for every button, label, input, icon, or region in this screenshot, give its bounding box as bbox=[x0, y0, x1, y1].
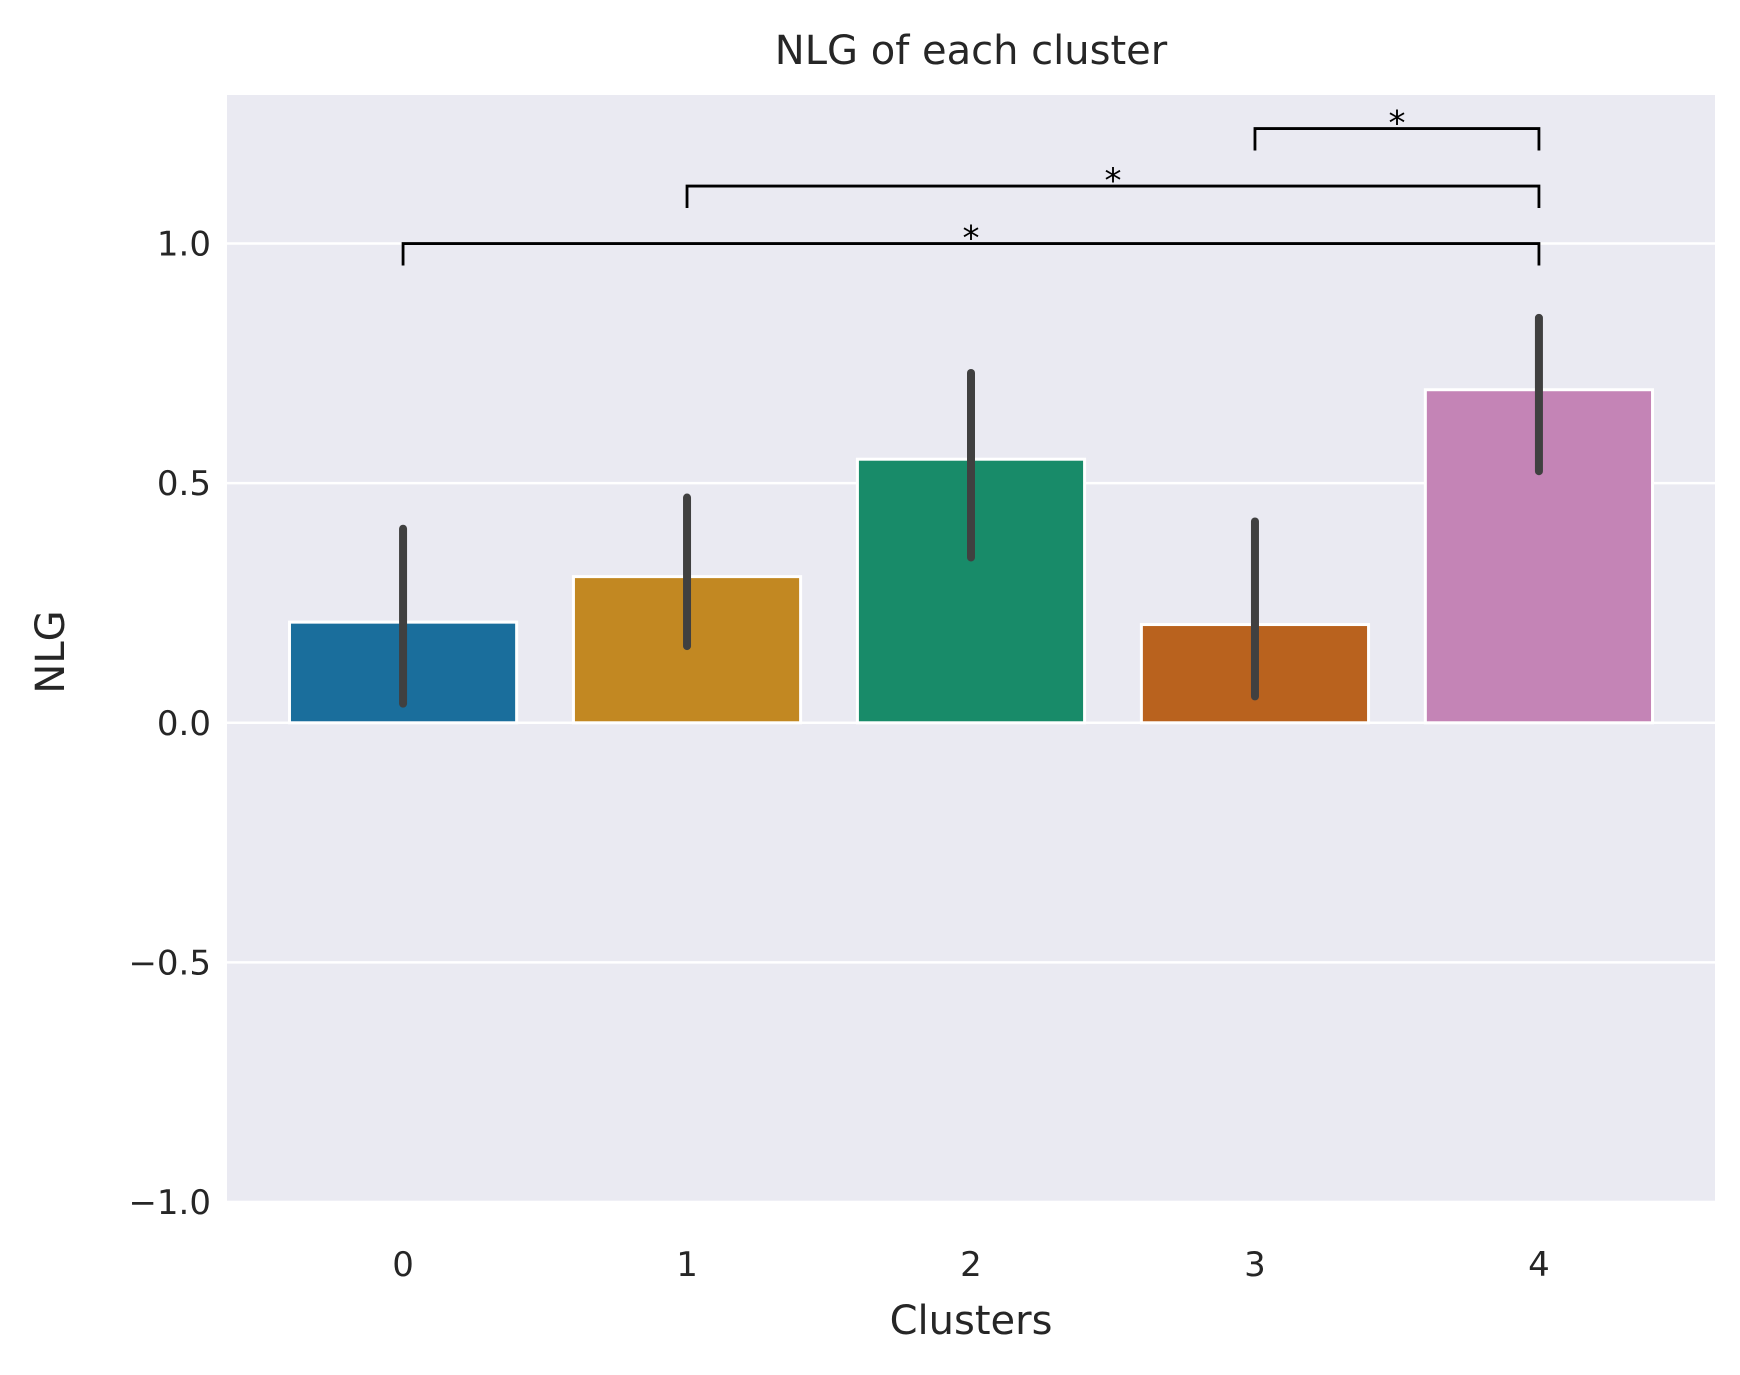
significance-layer: * * * bbox=[401, 104, 1541, 266]
significance-bracket bbox=[401, 242, 1541, 266]
significance-label: * bbox=[1104, 161, 1121, 201]
x-tick-label: 4 bbox=[1528, 1245, 1550, 1285]
y-axis-label: NLG bbox=[28, 610, 74, 693]
significance-label: * bbox=[1388, 104, 1405, 144]
significance-label: * bbox=[963, 219, 980, 259]
x-axis-label: Clusters bbox=[890, 1298, 1053, 1344]
x-tick-label: 0 bbox=[392, 1245, 414, 1285]
chart-title: NLG of each cluster bbox=[775, 28, 1168, 74]
y-tick-label: 0.5 bbox=[157, 464, 211, 504]
error-bars-layer bbox=[399, 313, 1543, 708]
y-tick-label: 0.0 bbox=[157, 704, 211, 744]
x-tick-label: 1 bbox=[676, 1245, 698, 1285]
significance-bracket bbox=[685, 184, 1541, 209]
x-tick-label: 2 bbox=[960, 1245, 982, 1285]
y-tick-label: −1.0 bbox=[128, 1183, 211, 1223]
x-tick-label: 3 bbox=[1244, 1245, 1266, 1285]
significance-bracket bbox=[1253, 127, 1541, 151]
y-tick-label: 1.0 bbox=[157, 225, 211, 265]
ticks-layer: −1.0 −0.5 0.0 0.5 1.0 0 1 2 3 4 bbox=[128, 225, 1549, 1285]
y-tick-label: −0.5 bbox=[128, 943, 211, 983]
